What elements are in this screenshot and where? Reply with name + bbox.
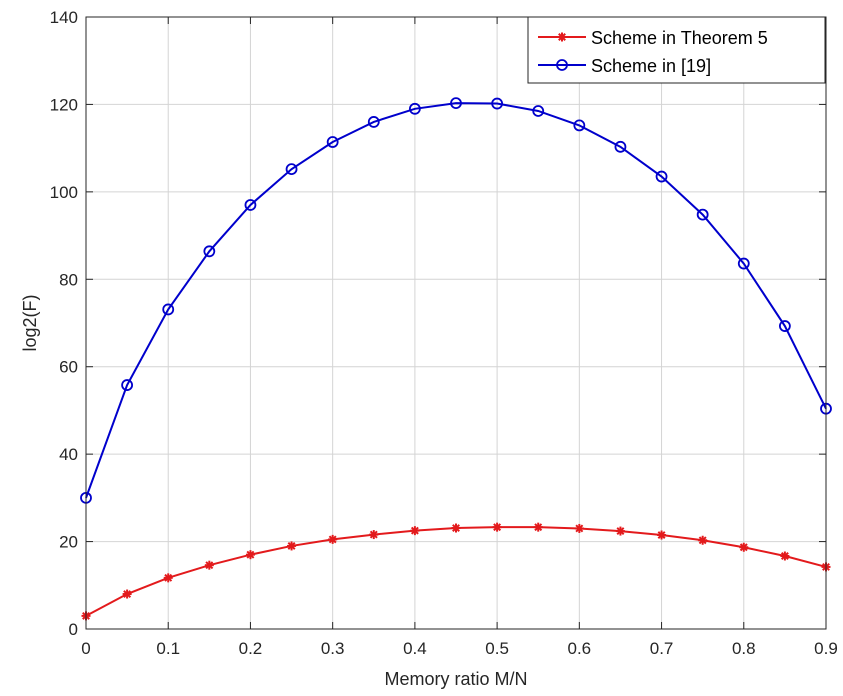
legend: Scheme in Theorem 5 Scheme in [19] [527,16,826,84]
data-point-asterisk [287,541,297,551]
y-tick-labels: 0 20 40 60 80 100 120 140 [50,8,78,639]
data-point-circle [450,97,462,110]
data-point-asterisk [657,530,667,540]
data-point-asterisk [122,589,132,599]
x-tick-label: 0.8 [732,639,756,658]
x-tick-label: 0 [81,639,90,658]
asterisk-stroke [558,33,566,41]
data-point-circle [573,119,586,132]
asterisk-stroke [205,561,214,570]
data-point-asterisk [369,530,379,540]
data-point-circle [285,163,298,176]
legend-label: Scheme in [19] [591,56,711,76]
data-point-asterisk [533,522,543,532]
data-point-circle [696,208,709,221]
data-point-asterisk [245,550,255,560]
y-axis-label: log2(F) [20,294,40,351]
data-point-circle [556,59,568,71]
y-tick-label: 40 [59,445,78,464]
series-group [80,97,832,504]
x-tick-label: 0.2 [239,639,263,658]
data-point-circle [326,136,339,148]
asterisk-stroke [698,536,707,545]
asterisk-stroke [164,573,173,582]
data-point-circle [655,170,668,183]
data-point-circle [778,320,791,332]
series-layer [80,97,832,621]
x-tick-label: 0.4 [403,639,427,658]
asterisk-stroke [123,590,132,598]
x-tick-label: 0.7 [650,639,674,658]
data-point-circle [244,199,257,211]
data-point-circle [203,245,216,258]
asterisk-stroke [452,524,460,532]
x-axis-label: Memory ratio M/N [384,669,527,689]
legend-box [527,16,826,84]
y-tick-label: 60 [59,358,78,377]
data-point-asterisk [698,535,708,545]
asterisk-stroke [287,541,296,550]
x-tick-label: 0.6 [568,639,592,658]
x-tick-labels: 0 0.1 0.2 0.3 0.4 0.5 0.6 0.7 0.8 0.9 [81,639,838,658]
data-point-circle [737,257,750,270]
asterisk-stroke [739,543,748,552]
asterisk-stroke [410,526,419,535]
data-point-asterisk [739,542,749,552]
data-point-circle [491,97,504,110]
data-point-circle [162,303,175,316]
data-point-circle [121,379,134,391]
legend-entry: Scheme in Theorem 5 [538,28,768,48]
plot-area-frame [85,16,827,630]
y-tick-label: 100 [50,183,78,202]
data-point-asterisk [410,526,420,536]
data-point-asterisk [328,534,338,544]
x-tick-label: 0.3 [321,639,345,658]
asterisk-stroke [616,527,625,536]
asterisk-stroke [780,552,789,560]
x-tick-label: 0.9 [814,639,838,658]
legend-entry: Scheme in [19] [538,56,711,76]
y-tick-label: 120 [50,95,78,114]
data-point-circle [367,116,380,128]
y-tick-label: 20 [59,533,78,552]
x-tick-label: 0.1 [156,639,180,658]
y-tick-label: 140 [50,8,78,27]
asterisk-stroke [369,530,378,539]
data-point-asterisk [615,526,625,536]
data-point-circle [408,102,421,115]
asterisk-stroke [534,523,543,532]
data-point-circle [532,105,545,117]
data-point-asterisk [557,32,567,42]
y-tick-label: 80 [59,270,78,289]
data-point-asterisk [451,523,461,533]
data-point-asterisk [163,573,173,583]
asterisk-stroke [328,535,337,544]
series-line [85,102,827,499]
data-point-asterisk [780,551,790,561]
asterisk-stroke [657,531,666,539]
y-tick-label: 0 [69,620,78,639]
data-point-asterisk [492,522,502,532]
asterisk-stroke [575,524,584,533]
asterisk-stroke [493,523,502,532]
data-point-circle [614,140,627,153]
series-group [81,522,831,621]
legend-label: Scheme in Theorem 5 [591,28,768,48]
data-point-asterisk [574,523,584,533]
asterisk-stroke [246,550,255,559]
x-tick-label: 0.5 [485,639,509,658]
data-point-asterisk [204,560,214,570]
